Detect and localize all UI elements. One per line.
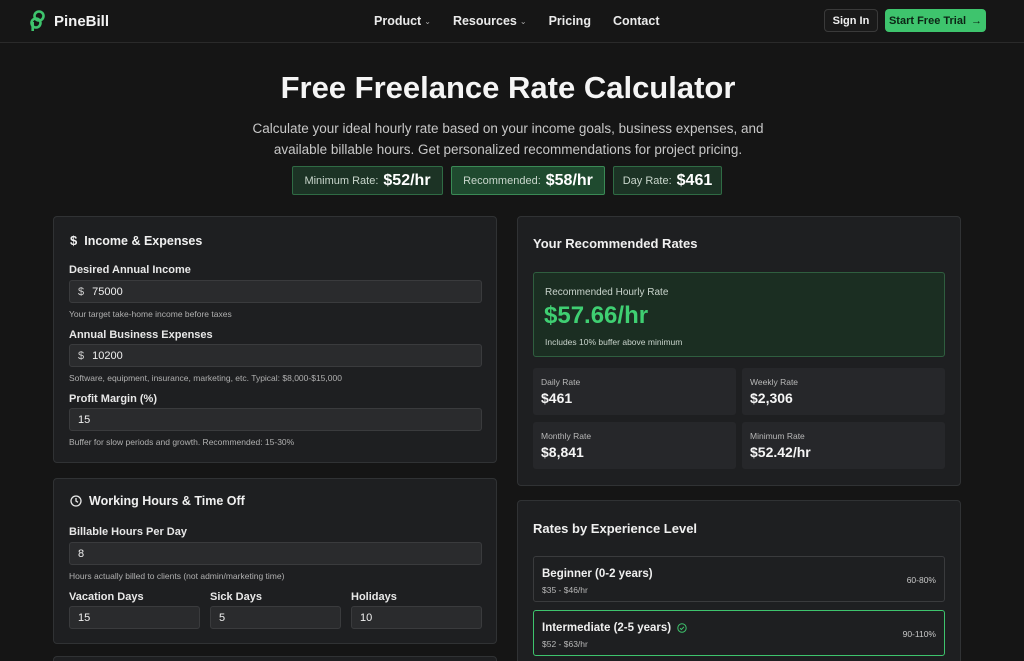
profit-margin-label: Profit Margin (%) <box>69 393 157 405</box>
start-free-trial-button[interactable]: Start Free Trial → <box>885 9 986 32</box>
billable-hours-input[interactable]: 8 <box>69 542 482 565</box>
annual-income-label: Desired Annual Income <box>69 264 191 276</box>
stat-label: Weekly Rate <box>750 377 799 387</box>
weekly-rate-stat: Weekly Rate $2,306 <box>742 368 945 415</box>
billable-hours-label: Billable Hours Per Day <box>69 526 187 538</box>
level-percent: 90-110% <box>902 629 936 639</box>
sick-days-label: Sick Days <box>210 591 262 603</box>
chevron-down-icon: ⌄ <box>519 16 527 26</box>
stat-value: $8,841 <box>541 444 584 460</box>
recommended-hourly-rate-value: $57.66/hr <box>544 302 649 329</box>
page-title: Free Freelance Rate Calculator <box>280 70 736 105</box>
field-value: 5 <box>219 611 226 624</box>
profit-margin-input[interactable]: 15 <box>69 408 482 431</box>
vacation-days-input[interactable]: 15 <box>69 606 200 629</box>
monthly-rate-stat: Monthly Rate $8,841 <box>533 422 736 469</box>
field-value: 10200 <box>92 349 123 362</box>
currency-prefix: $ <box>78 285 85 298</box>
holidays-label: Holidays <box>351 591 397 603</box>
annual-income-input[interactable]: $ 75000 <box>69 280 482 303</box>
check-circle-icon <box>677 623 687 633</box>
level-name-text: Beginner (0-2 years) <box>542 568 653 580</box>
nav-item-label: Contact <box>612 14 660 28</box>
vacation-days-label: Vacation Days <box>69 591 144 603</box>
recommended-rate-pill: Recommended: $58/hr <box>451 166 605 195</box>
income-expenses-card: $ Income & Expenses Desired Annual Incom… <box>53 216 497 463</box>
currency-prefix: $ <box>78 349 85 362</box>
card-title: Working Hours & Time Off <box>70 494 245 508</box>
recommended-hourly-rate-label: Recommended Hourly Rate <box>545 287 669 298</box>
card-title-text: Working Hours & Time Off <box>89 494 245 508</box>
clock-icon <box>70 495 82 507</box>
chevron-down-icon: ⌄ <box>424 16 431 26</box>
minimum-rate-pill: Minimum Rate: $52/hr <box>292 166 443 195</box>
working-hours-card: Working Hours & Time Off Billable Hours … <box>53 478 497 644</box>
brand-logo[interactable]: PineBill <box>30 10 109 32</box>
field-value: 75000 <box>92 285 123 298</box>
pill-value: $52/hr <box>383 171 431 189</box>
day-rate-pill: Day Rate: $461 <box>613 166 722 195</box>
nav-item-label: Product <box>374 14 422 28</box>
level-name: Intermediate (2-5 years) <box>542 622 687 634</box>
business-expenses-label: Annual Business Expenses <box>69 329 213 341</box>
sick-days-input[interactable]: 5 <box>210 606 341 629</box>
nav-item-contact[interactable]: Contact <box>613 14 660 28</box>
stat-label: Minimum Rate <box>750 431 805 441</box>
brand-name: PineBill <box>54 12 110 30</box>
nav-links: Product ⌄ Resources ⌄ Pricing Contact <box>374 14 681 28</box>
pill-value: $58/hr <box>545 171 593 189</box>
nav-item-label: Resources <box>452 14 517 28</box>
business-expenses-input[interactable]: $ 10200 <box>69 344 482 367</box>
stat-value: $52.42/hr <box>750 444 811 460</box>
field-value: 8 <box>78 547 85 560</box>
nav-item-product[interactable]: Product ⌄ <box>374 14 431 28</box>
level-name: Beginner (0-2 years) <box>542 568 653 580</box>
card-title-text: Income & Expenses <box>84 233 203 248</box>
card-title: $ Income & Expenses <box>70 233 202 248</box>
business-expenses-hint: Software, equipment, insurance, marketin… <box>69 373 342 383</box>
level-intermediate[interactable]: Intermediate (2-5 years) $52 - $63/hr 90… <box>533 610 945 656</box>
start-free-trial-label: Start Free Trial <box>888 14 967 27</box>
level-beginner[interactable]: Beginner (0-2 years) $35 - $46/hr 60-80% <box>533 556 945 602</box>
next-card <box>53 656 497 661</box>
pinebill-logo-icon <box>30 10 45 31</box>
recommended-hourly-rate-note: Includes 10% buffer above minimum <box>545 337 683 347</box>
stat-value: $2,306 <box>750 390 793 406</box>
recommended-hourly-rate-box: Recommended Hourly Rate $57.66/hr Includ… <box>533 272 945 357</box>
dollar-icon: $ <box>70 233 78 248</box>
field-value: 15 <box>78 413 91 426</box>
pill-value: $461 <box>676 171 713 189</box>
pill-label: Minimum Rate: <box>304 174 379 187</box>
level-name-text: Intermediate (2-5 years) <box>542 622 672 634</box>
stat-label: Monthly Rate <box>541 431 592 441</box>
nav-item-pricing[interactable]: Pricing <box>549 14 591 28</box>
daily-rate-stat: Daily Rate $461 <box>533 368 736 415</box>
billable-hours-hint: Hours actually billed to clients (not ad… <box>69 571 285 581</box>
stat-value: $461 <box>541 390 573 406</box>
level-percent: 60-80% <box>906 575 936 585</box>
level-range: $52 - $63/hr <box>542 639 588 649</box>
field-value: 10 <box>360 611 373 624</box>
pill-label: Recommended: <box>463 174 541 187</box>
top-nav: PineBill Product ⌄ Resources ⌄ Pricing C… <box>0 0 1024 43</box>
annual-income-hint: Your target take-home income before taxe… <box>69 309 232 319</box>
profit-margin-hint: Buffer for slow periods and growth. Reco… <box>69 437 295 447</box>
nav-item-resources[interactable]: Resources ⌄ <box>453 14 527 28</box>
nav-item-label: Pricing <box>548 14 591 28</box>
arrow-right-icon: → <box>971 14 983 27</box>
card-title: Rates by Experience Level <box>533 521 698 536</box>
field-value: 15 <box>78 611 91 624</box>
holidays-input[interactable]: 10 <box>351 606 482 629</box>
stat-label: Daily Rate <box>541 377 581 387</box>
sign-in-button[interactable]: Sign In <box>824 9 878 32</box>
page-subtitle: Calculate your ideal hourly rate based o… <box>252 121 764 157</box>
minimum-rate-stat: Minimum Rate $52.42/hr <box>742 422 945 469</box>
level-range: $35 - $46/hr <box>542 585 588 595</box>
card-title: Your Recommended Rates <box>533 236 698 251</box>
pill-label: Day Rate: <box>622 174 672 187</box>
